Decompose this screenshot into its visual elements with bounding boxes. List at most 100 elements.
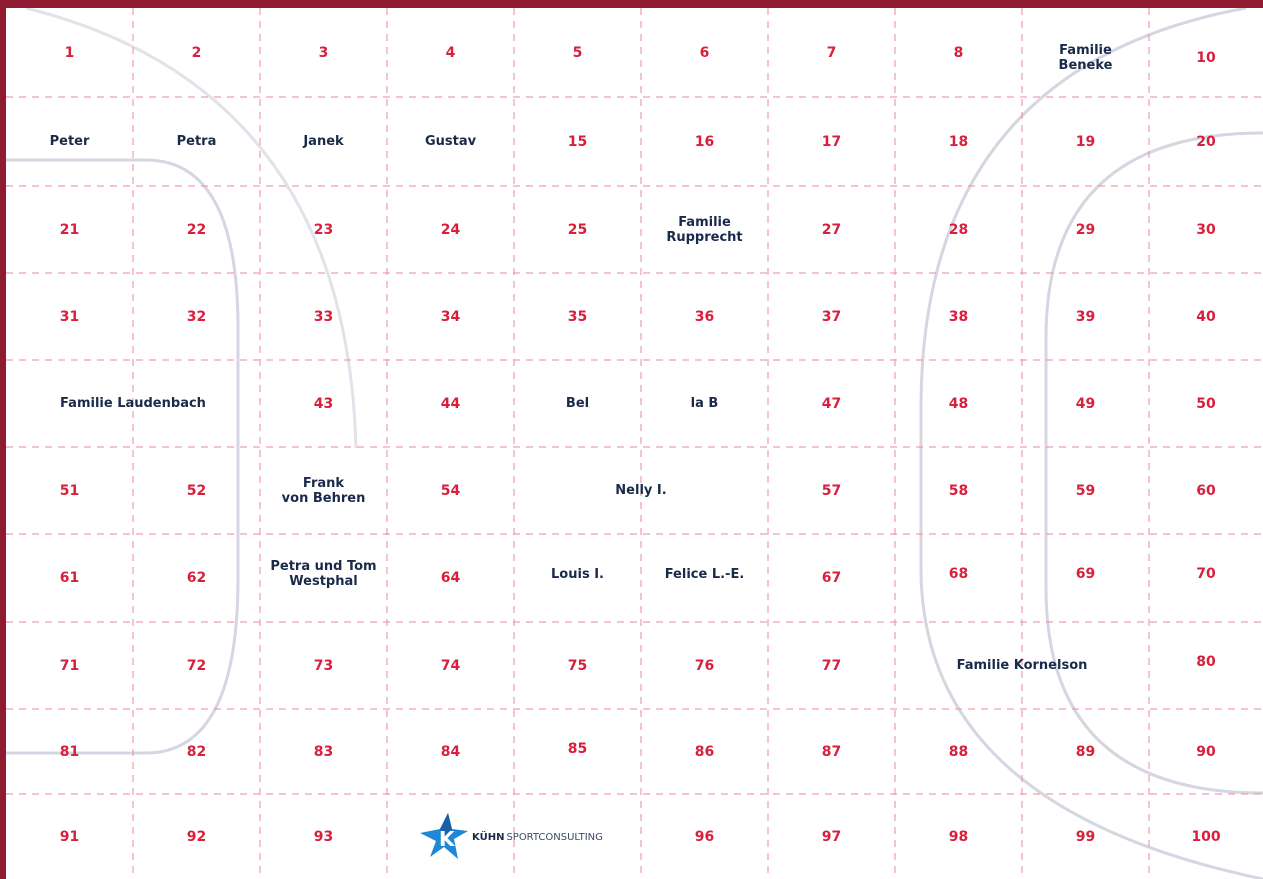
seat-48: 48 — [948, 395, 969, 412]
seat-27: 27 — [821, 221, 842, 238]
logo-brand-bold: KÜHN — [472, 831, 505, 843]
seat-64: 64 — [440, 570, 461, 586]
seat-57: 57 — [821, 482, 842, 499]
seat-85: 85 — [567, 741, 588, 757]
seat-83: 83 — [313, 743, 334, 760]
seat-36: 36 — [694, 308, 715, 325]
seat-67: 67 — [821, 570, 842, 586]
seat-38: 38 — [948, 308, 969, 325]
seat-97: 97 — [821, 828, 842, 845]
seat-name-petra: Petra — [176, 134, 217, 149]
seat-71: 71 — [59, 657, 80, 674]
seat-name-westphal: Petra und Tom Westphal — [270, 559, 377, 589]
seat-18: 18 — [948, 133, 969, 150]
seat-name-louis: Louis I. — [551, 566, 604, 582]
svg-text:K: K — [439, 827, 456, 851]
seat-name-laudenbach: Familie Laudenbach — [60, 396, 206, 411]
seat-32: 32 — [186, 308, 207, 325]
kuehn-sportconsulting-logo: K KÜHN SPORTCONSULTING — [418, 806, 648, 868]
seat-69: 69 — [1075, 566, 1096, 582]
seat-22: 22 — [186, 221, 207, 238]
seat-24: 24 — [440, 221, 461, 238]
star-k-icon: K — [420, 813, 468, 859]
seat-47: 47 — [821, 395, 842, 412]
seat-28: 28 — [948, 221, 969, 238]
seat-90: 90 — [1196, 743, 1216, 760]
left-arc-line — [6, 158, 240, 755]
seat-30: 30 — [1196, 221, 1216, 238]
seat-82: 82 — [186, 743, 207, 760]
seat-96: 96 — [694, 828, 715, 845]
seat-name-kornelson: Familie Kornelson — [956, 658, 1088, 673]
seat-72: 72 — [186, 657, 207, 674]
seat-name-rupprecht: Familie Rupprecht — [666, 214, 743, 245]
seat-51: 51 — [59, 482, 80, 499]
left-outer-arc — [25, 8, 358, 449]
seat-49: 49 — [1075, 395, 1096, 412]
right-arc-line — [919, 8, 1263, 879]
seat-name-beneke: Familie Beneke — [1058, 43, 1113, 73]
seat-16: 16 — [694, 133, 715, 150]
seat-5: 5 — [572, 44, 583, 61]
seat-37: 37 — [821, 308, 842, 325]
seat-50: 50 — [1196, 395, 1216, 412]
seat-name-nelly: Nelly I. — [615, 483, 667, 498]
seat-44: 44 — [440, 395, 461, 412]
seat-2: 2 — [191, 44, 202, 61]
seat-40: 40 — [1196, 308, 1216, 325]
seat-35: 35 — [567, 308, 588, 325]
seat-name-peter: Peter — [49, 134, 90, 149]
seat-68: 68 — [948, 566, 969, 582]
seat-23: 23 — [313, 221, 334, 238]
seat-89: 89 — [1075, 743, 1096, 760]
seat-76: 76 — [694, 657, 715, 674]
seat-31: 31 — [59, 308, 80, 325]
seat-77: 77 — [821, 657, 842, 674]
seat-59: 59 — [1075, 482, 1096, 499]
seat-87: 87 — [821, 743, 842, 760]
seat-73: 73 — [313, 657, 334, 674]
seat-1: 1 — [64, 44, 75, 61]
seat-21: 21 — [59, 221, 80, 238]
seat-43: 43 — [313, 395, 334, 412]
seat-7: 7 — [826, 44, 837, 61]
seat-10: 10 — [1196, 50, 1216, 66]
seat-8: 8 — [953, 44, 964, 61]
seat-name-felice: Felice L.-E. — [664, 566, 745, 582]
seat-80: 80 — [1196, 654, 1216, 670]
seat-52: 52 — [186, 482, 207, 499]
seat-name-janek: Janek — [303, 134, 344, 149]
seat-name-la-b: la B — [690, 396, 719, 411]
seat-84: 84 — [440, 743, 461, 760]
seat-92: 92 — [186, 828, 207, 845]
seat-6: 6 — [699, 44, 710, 61]
seat-81: 81 — [59, 743, 80, 760]
seat-74: 74 — [440, 657, 461, 674]
seat-29: 29 — [1075, 221, 1096, 238]
seat-name-gustav: Gustav — [424, 134, 477, 149]
seat-17: 17 — [821, 133, 842, 150]
seat-86: 86 — [694, 743, 715, 760]
seat-3: 3 — [318, 44, 329, 61]
seat-98: 98 — [948, 828, 969, 845]
seat-25: 25 — [567, 221, 588, 238]
seat-99: 99 — [1075, 828, 1096, 845]
seat-19: 19 — [1075, 133, 1096, 150]
seat-58: 58 — [948, 482, 969, 499]
seat-61: 61 — [59, 570, 80, 586]
seat-88: 88 — [948, 743, 969, 760]
seat-60: 60 — [1196, 482, 1216, 499]
seat-75: 75 — [567, 657, 588, 674]
seat-93: 93 — [313, 828, 334, 845]
seat-34: 34 — [440, 308, 461, 325]
court-lines — [6, 8, 1263, 879]
seat-100: 100 — [1191, 828, 1221, 845]
seat-39: 39 — [1075, 308, 1096, 325]
seat-70: 70 — [1196, 566, 1216, 582]
right-lane-line — [1044, 131, 1263, 795]
seat-54: 54 — [440, 482, 461, 499]
seat-grid-board: 1 2 3 4 5 6 7 8 Familie Beneke 10 Peter … — [6, 8, 1263, 879]
seat-15: 15 — [567, 133, 588, 150]
seat-20: 20 — [1196, 133, 1216, 150]
seat-62: 62 — [186, 570, 207, 586]
